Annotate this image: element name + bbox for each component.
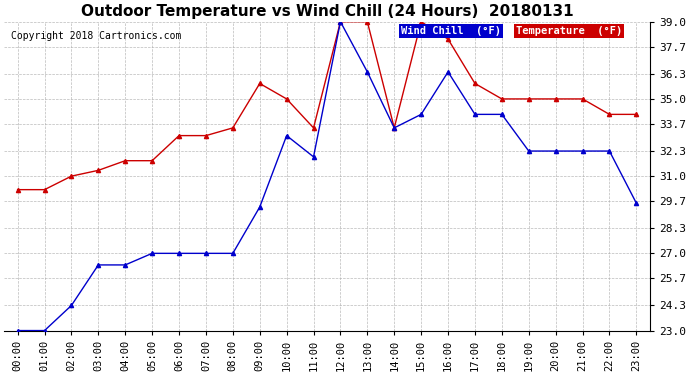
Text: Wind Chill  (°F): Wind Chill (°F) — [401, 26, 501, 36]
Text: Copyright 2018 Cartronics.com: Copyright 2018 Cartronics.com — [10, 31, 181, 41]
Text: Temperature  (°F): Temperature (°F) — [516, 26, 622, 36]
Title: Outdoor Temperature vs Wind Chill (24 Hours)  20180131: Outdoor Temperature vs Wind Chill (24 Ho… — [81, 4, 573, 19]
